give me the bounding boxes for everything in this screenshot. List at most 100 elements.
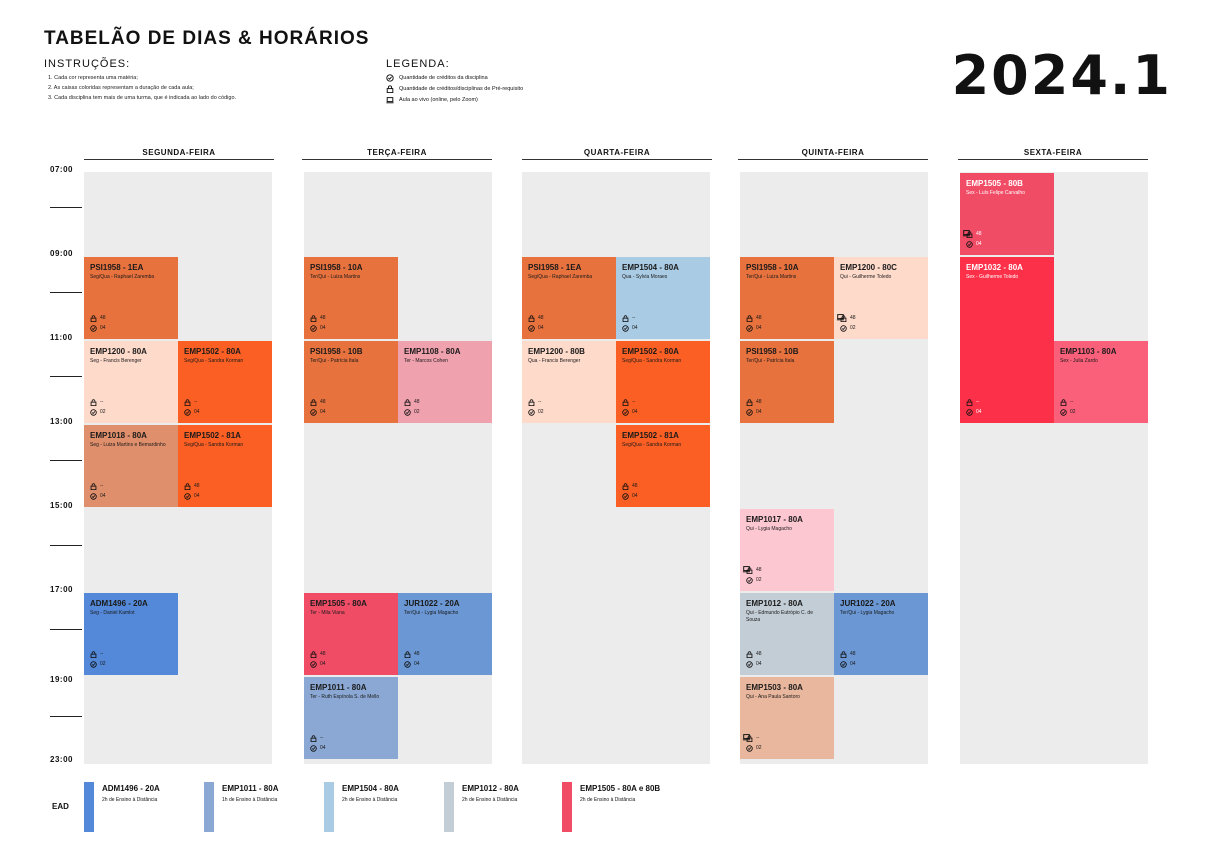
prerequisite-row: 48: [746, 649, 762, 659]
class-meta: 48 04: [310, 313, 326, 333]
class-card[interactable]: EMP1018 - 80A Seg - Luiza Martins e Bemar…: [84, 425, 178, 507]
ead-code: EMP1011 - 80A: [222, 784, 279, 793]
class-professor: Sex - Luís Felipe Carvalho: [966, 190, 1025, 196]
credits-row: 02: [90, 659, 106, 669]
check-circle-icon: [746, 744, 753, 752]
credits-value: 04: [632, 493, 638, 499]
ead-description: 2h de Ensino à Distância: [580, 797, 636, 803]
class-code: EMP1200 - 80C: [840, 263, 897, 272]
class-card[interactable]: EMP1502 - 81A Seg/Qua - Sandra Korman 48 04: [616, 425, 710, 507]
class-card[interactable]: PSI1958 - 1EA Seg/Qua - Raphael Zaremba 48…: [522, 257, 616, 339]
class-card[interactable]: PSI1958 - 1EA Seg/Qua - Raphael Zaremba 48…: [84, 257, 178, 339]
ead-code: EMP1012 - 80A: [462, 784, 519, 793]
legend-text: Quantidade de créditos da disciplina: [399, 74, 488, 81]
class-card[interactable]: EMP1011 - 80A Ter - Ruth Espínola S. de M…: [304, 677, 398, 759]
class-card[interactable]: EMP1505 - 80A Ter - Mila Viana 48 04: [304, 593, 398, 675]
prerequisite-row: --: [622, 397, 638, 407]
class-card[interactable]: EMP1502 - 80A Seg/Qua - Sandra Korman -- 04: [178, 341, 272, 423]
check-circle-icon: [310, 324, 317, 332]
credits-row: 04: [90, 491, 106, 501]
class-card[interactable]: EMP1505 - 80B Sex - Luís Felipe Carvalho 4…: [960, 173, 1054, 255]
class-code: EMP1505 - 80B: [966, 179, 1023, 188]
class-meta: 48 04: [746, 649, 762, 669]
legend-row: Quantidade de créditos/disciplinas de Pr…: [386, 83, 523, 94]
class-card[interactable]: EMP1200 - 80B Qua - Francis Berenger -- 02: [522, 341, 616, 423]
class-card[interactable]: EMP1017 - 80A Qui - Lygia Magacho 48 02: [740, 509, 834, 591]
credits-value: 04: [976, 409, 982, 415]
class-card[interactable]: EMP1032 - 80A Sex - Guilherme Toledo -- 04: [960, 257, 1054, 423]
class-card[interactable]: EMP1108 - 80A Ter - Marcos Cohen 48 02: [398, 341, 492, 423]
class-code: EMP1032 - 80A: [966, 263, 1023, 272]
ead-label: EAD: [52, 802, 69, 811]
class-professor: Seg/Qua - Raphael Zaremba: [90, 274, 155, 280]
class-card[interactable]: JUR1022 - 20A Ter/Qui - Lygia Magacho 48 04: [398, 593, 492, 675]
lock-icon: [746, 398, 753, 406]
time-label: 13:00: [50, 417, 73, 426]
class-card[interactable]: PSI1958 - 10B Ter/Qui - Patrícia Itala 48 0…: [304, 341, 398, 423]
class-card[interactable]: EMP1502 - 80A Seg/Qua - Sandra Korman -- 04: [616, 341, 710, 423]
class-meta: 48 04: [962, 229, 982, 249]
class-card[interactable]: EMP1504 - 80A Qua - Sylvia Moraes -- 04: [616, 257, 710, 339]
credits-value: 02: [538, 409, 544, 415]
lock-icon: [310, 650, 317, 658]
time-divider: [50, 716, 82, 717]
class-card[interactable]: ADM1496 - 20A Seg - Daniel Kamlot -- 02: [84, 593, 178, 675]
check-circle-icon: [966, 240, 973, 248]
prerequisite-value: 48: [850, 315, 856, 321]
credits-row: 02: [1060, 407, 1076, 417]
instruction-item: 2. As caixas coloridas representam a dur…: [48, 85, 194, 91]
credits-value: 04: [194, 409, 200, 415]
class-code: JUR1022 - 20A: [840, 599, 896, 608]
class-card[interactable]: EMP1503 - 80A Qui - Ana Paula Santoro -- 02: [740, 677, 834, 759]
class-meta: 48 04: [310, 649, 326, 669]
ead-color-bar: [324, 782, 334, 832]
class-meta: -- 04: [310, 733, 326, 753]
lock-icon: [622, 398, 629, 406]
class-code: PSI1958 - 10A: [746, 263, 799, 272]
prerequisite-value: 48: [194, 483, 200, 489]
class-code: EMP1502 - 81A: [184, 431, 241, 440]
credits-value: 04: [632, 409, 638, 415]
lock-icon: [1060, 398, 1067, 406]
check-circle-icon: [746, 324, 753, 332]
credits-row: 04: [310, 323, 326, 333]
prerequisite-row: --: [90, 649, 106, 659]
class-card[interactable]: EMP1012 - 80A Qui - Edmundo Eutrópio C. d…: [740, 593, 834, 675]
class-meta: -- 02: [742, 733, 762, 753]
credits-value: 04: [850, 661, 856, 667]
prerequisite-row: 48: [404, 397, 420, 407]
instructions-title: INSTRUÇÕES:: [44, 58, 131, 70]
class-meta: 48 04: [746, 313, 762, 333]
time-divider: [50, 629, 82, 630]
prerequisite-value: --: [538, 399, 542, 405]
prerequisite-value: --: [100, 399, 104, 405]
prerequisite-value: 48: [756, 567, 762, 573]
class-card[interactable]: PSI1958 - 10A Ter/Qui - Luiza Martins 48 04: [740, 257, 834, 339]
class-card[interactable]: EMP1103 - 80A Sex - Julia Zardo -- 02: [1054, 341, 1148, 423]
class-meta: 48 02: [742, 565, 762, 585]
class-code: EMP1011 - 80A: [310, 683, 367, 692]
class-card[interactable]: PSI1958 - 10A Ter/Qui - Luiza Martins 48 04: [304, 257, 398, 339]
class-card[interactable]: EMP1200 - 80A Seg - Francis Berenger -- 02: [84, 341, 178, 423]
class-meta: -- 04: [622, 313, 638, 333]
check-circle-icon: [90, 660, 97, 668]
ead-code: ADM1496 - 20A: [102, 784, 160, 793]
class-professor: Seg - Francis Berenger: [90, 358, 142, 364]
class-code: EMP1200 - 80B: [528, 347, 585, 356]
class-card[interactable]: EMP1502 - 81A Seg/Qua - Sandra Korman 48 04: [178, 425, 272, 507]
lock-icon: [310, 734, 317, 742]
credits-row: 04: [840, 659, 856, 669]
class-card[interactable]: EMP1200 - 80C Qui - Guilherme Toledo 48 02: [834, 257, 928, 339]
check-circle-icon: [528, 408, 535, 416]
check-circle-icon: [90, 492, 97, 500]
class-code: EMP1502 - 80A: [622, 347, 679, 356]
class-meta: -- 02: [528, 397, 544, 417]
class-card[interactable]: PSI1958 - 10B Ter/Qui - Patrícia Itala 48 0…: [740, 341, 834, 423]
check-circle-icon: [184, 408, 191, 416]
prerequisite-value: --: [100, 483, 104, 489]
time-divider: [50, 292, 82, 293]
class-code: EMP1200 - 80A: [90, 347, 147, 356]
lock-icon: [622, 482, 629, 490]
class-card[interactable]: JUR1022 - 20A Ter/Qui - Lygia Magacho 48 04: [834, 593, 928, 675]
prerequisite-row: 48: [742, 565, 762, 575]
